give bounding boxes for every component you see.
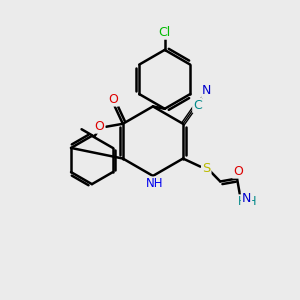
Text: N: N	[202, 84, 212, 97]
Text: N: N	[242, 192, 251, 206]
Text: ·H: ·H	[245, 195, 257, 208]
Text: O: O	[108, 93, 118, 106]
Text: O: O	[94, 120, 104, 133]
Text: NH: NH	[146, 177, 163, 190]
Text: H: H	[238, 195, 247, 208]
Text: C: C	[193, 99, 202, 112]
Text: S: S	[202, 163, 211, 176]
Text: Cl: Cl	[159, 26, 171, 39]
Text: O: O	[233, 165, 243, 178]
